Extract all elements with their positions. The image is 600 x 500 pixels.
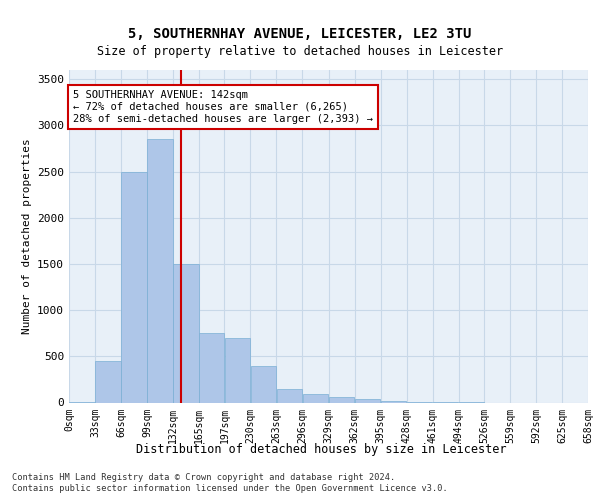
Bar: [224, 338, 250, 402]
Text: 5 SOUTHERNHAY AVENUE: 142sqm
← 72% of detached houses are smaller (6,265)
28% of: 5 SOUTHERNHAY AVENUE: 142sqm ← 72% of de…: [73, 90, 373, 124]
Bar: [147, 140, 173, 402]
Bar: [355, 400, 380, 402]
Bar: [381, 400, 406, 402]
Text: 5, SOUTHERNHAY AVENUE, LEICESTER, LE2 3TU: 5, SOUTHERNHAY AVENUE, LEICESTER, LE2 3T…: [128, 28, 472, 42]
Text: Contains public sector information licensed under the Open Government Licence v3: Contains public sector information licen…: [12, 484, 448, 493]
Bar: [173, 264, 199, 402]
Bar: [95, 361, 121, 403]
Bar: [199, 333, 224, 402]
Text: Contains HM Land Registry data © Crown copyright and database right 2024.: Contains HM Land Registry data © Crown c…: [12, 472, 395, 482]
Bar: [121, 172, 147, 402]
Text: Size of property relative to detached houses in Leicester: Size of property relative to detached ho…: [97, 45, 503, 58]
Bar: [329, 398, 355, 402]
Bar: [302, 394, 328, 402]
Bar: [277, 388, 302, 402]
Text: Distribution of detached houses by size in Leicester: Distribution of detached houses by size …: [136, 442, 506, 456]
Bar: [251, 366, 276, 403]
Y-axis label: Number of detached properties: Number of detached properties: [22, 138, 32, 334]
